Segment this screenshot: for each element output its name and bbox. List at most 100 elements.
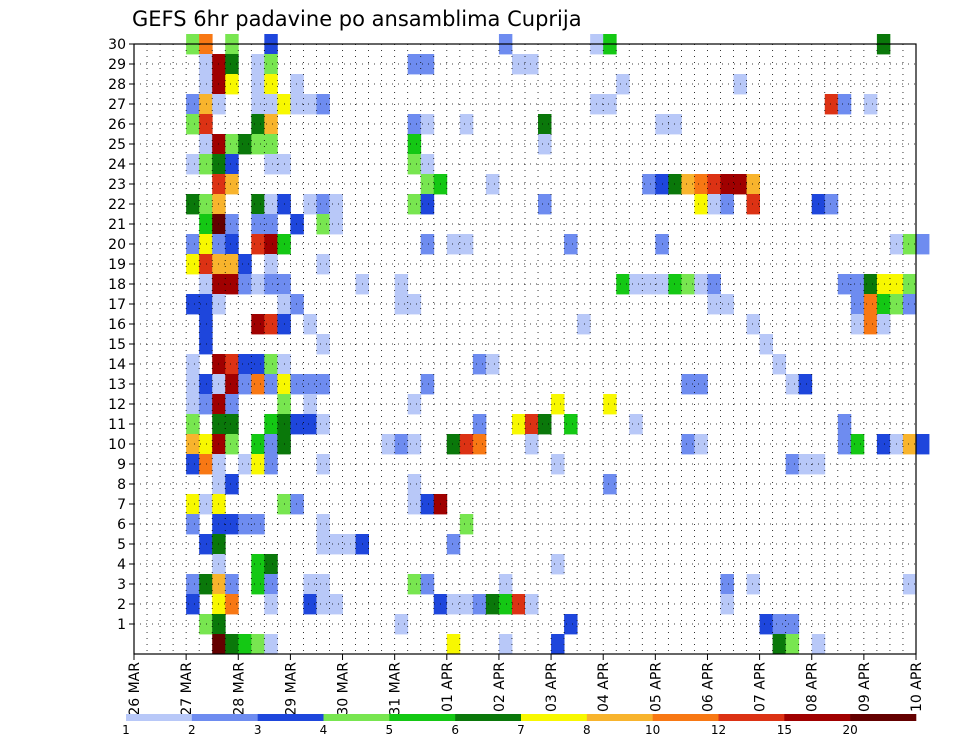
heatmap-cell (225, 374, 239, 395)
heatmap-cell (876, 314, 891, 335)
heatmap-cell (316, 574, 330, 595)
heatmap-cell (407, 574, 422, 595)
heatmap-cell (186, 154, 200, 175)
heatmap-cell (186, 514, 200, 535)
heatmap-cell (420, 54, 435, 75)
heatmap-cell (225, 174, 239, 195)
heatmap-cell (199, 254, 213, 275)
legend-swatch (323, 714, 390, 721)
heatmap-cell (199, 334, 213, 355)
heatmap-cell (238, 374, 252, 395)
heatmap-cell (407, 194, 422, 215)
y-tick-label: 24 (108, 157, 126, 173)
heatmap-cell (551, 394, 565, 415)
heatmap-cell (485, 354, 500, 375)
legend-label: 8 (583, 723, 591, 737)
y-tick-label: 13 (108, 377, 126, 393)
y-tick-label: 6 (117, 517, 126, 533)
heatmap-cell (459, 114, 474, 135)
heatmap-cell (785, 634, 800, 655)
heatmap-cell (303, 194, 317, 215)
heatmap-cell (785, 374, 800, 395)
heatmap-cell (303, 314, 317, 335)
y-tick-label: 22 (108, 197, 126, 213)
heatmap-cell (564, 234, 578, 255)
y-tick-label: 23 (108, 177, 126, 193)
heatmap-cell (459, 594, 474, 615)
heatmap-cell (264, 414, 278, 435)
heatmap-cell (850, 434, 865, 455)
heatmap-cell (407, 494, 422, 515)
heatmap-cell (199, 234, 213, 255)
legend-swatch (784, 714, 851, 721)
heatmap-cell (290, 414, 304, 435)
heatmap-cell (238, 354, 252, 375)
heatmap-cell (916, 434, 930, 455)
y-tick-label: 14 (108, 357, 126, 373)
heatmap-cell (251, 194, 265, 215)
heatmap-cell (642, 174, 656, 195)
heatmap-cell (264, 194, 278, 215)
heatmap-cell (407, 294, 422, 315)
heatmap-cell (225, 354, 239, 375)
heatmap-cell (316, 454, 330, 475)
heatmap-cell (538, 414, 552, 435)
heatmap-cell (225, 594, 239, 615)
x-tick-label: 03 APR (544, 662, 560, 712)
y-tick-label: 16 (108, 317, 126, 333)
heatmap-cell (238, 254, 252, 275)
color-legend: 1 2 3 4 5 6 7 8 10 12 15 20 (122, 714, 917, 737)
heatmap-cell (694, 194, 708, 215)
heatmap-cell (251, 134, 265, 155)
heatmap-cell (186, 414, 200, 435)
heatmap-cell (472, 434, 487, 455)
heatmap-cell (199, 134, 213, 155)
legend-label: 15 (777, 723, 792, 737)
heatmap-cell (251, 314, 265, 335)
heatmap-cell (238, 454, 252, 475)
heatmap-cell (225, 514, 239, 535)
heatmap-cell (446, 434, 461, 455)
heatmap-cell (498, 574, 513, 595)
heatmap-cell (420, 234, 435, 255)
heatmap-cell (199, 154, 213, 175)
heatmap-cell (459, 514, 474, 535)
heatmap-cell (707, 294, 721, 315)
legend-label: 4 (320, 723, 328, 737)
legend-label: 2 (188, 723, 196, 737)
y-tick-label: 18 (108, 277, 126, 293)
heatmap-cell (798, 374, 813, 395)
heatmap-cell (290, 494, 304, 515)
heatmap-cell (407, 114, 422, 135)
heatmap-cell (850, 294, 865, 315)
heatmap-cell (225, 134, 239, 155)
heatmap-cell (668, 274, 682, 295)
y-tick-label: 8 (117, 477, 126, 493)
heatmap-cell (264, 554, 278, 575)
heatmap-cell (199, 454, 213, 475)
heatmap-cell (264, 74, 278, 95)
y-tick-label: 26 (108, 117, 126, 133)
heatmap-cell (199, 434, 213, 455)
x-tick-label: 07 APR (753, 662, 769, 712)
x-tick-label: 02 APR (492, 662, 508, 712)
heatmap-cell (564, 414, 578, 435)
legend-label: 1 (122, 723, 130, 737)
heatmap-cell (251, 214, 265, 235)
heatmap-cell (199, 74, 213, 95)
x-tick-label: 27 MAR (179, 662, 195, 716)
heatmap-cell (420, 154, 435, 175)
heatmap-cell (446, 534, 461, 555)
heatmap-cell (290, 74, 304, 95)
heatmap-cell (225, 574, 239, 595)
heatmap-cell (186, 194, 200, 215)
heatmap-cell (329, 534, 343, 555)
heatmap-cells (186, 34, 930, 655)
heatmap-cell (212, 634, 226, 655)
heatmap-cell (264, 574, 278, 595)
y-tick-label: 1 (117, 617, 126, 633)
heatmap-cell (681, 374, 695, 395)
heatmap-cell (420, 494, 435, 515)
heatmap-cell (316, 194, 330, 215)
heatmap-cell (798, 454, 813, 475)
